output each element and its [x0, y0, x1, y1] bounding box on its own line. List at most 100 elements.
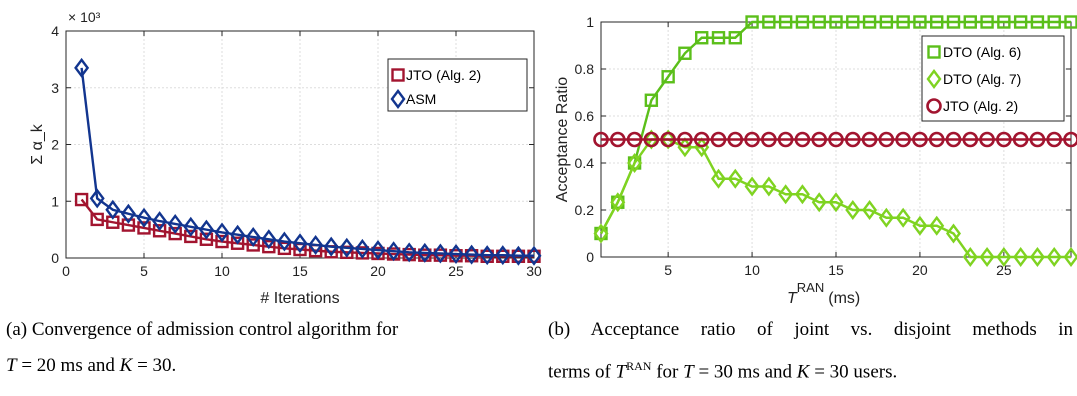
- data-point: [912, 215, 928, 236]
- legend-label: JTO (Alg. 2): [943, 98, 1018, 114]
- data-point: [89, 188, 105, 209]
- series-asm: [74, 57, 542, 266]
- data-point: [711, 31, 726, 45]
- data-point: [495, 245, 511, 266]
- y-tick-label: 0: [586, 249, 594, 265]
- data-point: [862, 15, 877, 29]
- data-point: [105, 199, 121, 220]
- data-point: [1013, 246, 1029, 268]
- data-point: [137, 221, 151, 235]
- caption-b-K: K: [796, 361, 810, 383]
- data-point: [862, 200, 878, 220]
- series-line: [80, 198, 534, 258]
- data-point: [215, 234, 229, 249]
- legend-label: ASM: [406, 91, 436, 107]
- caption-b-line1: (b) Acceptance ratio of joint vs. disjoi…: [548, 319, 1073, 340]
- data-point: [90, 212, 104, 227]
- data-point: [261, 229, 277, 250]
- x-tick-label: 5: [140, 263, 148, 279]
- data-point: [199, 232, 214, 246]
- data-point: [811, 192, 827, 213]
- caption-b-line2: terms of TRAN for T = 30 ms and K = 30 u…: [548, 348, 1073, 390]
- data-point: [745, 15, 759, 29]
- data-point: [895, 207, 911, 228]
- legend: JTO (Alg. 2) ASM: [387, 58, 528, 112]
- data-point: [795, 15, 810, 29]
- x-tick-label: 30: [526, 263, 542, 279]
- data-point: [609, 131, 626, 148]
- data-point: [828, 131, 844, 148]
- data-point: [677, 131, 693, 148]
- data-point: [744, 131, 760, 148]
- x-tick-label: 20: [370, 263, 386, 279]
- data-point: [643, 129, 659, 150]
- caption-b-mid: for: [651, 361, 684, 383]
- data-point: [74, 192, 89, 207]
- data-point: [980, 15, 994, 29]
- data-point: [510, 245, 526, 266]
- data-point: [812, 15, 826, 29]
- data-point: [778, 184, 794, 205]
- x-axis-label-unit: (ms): [828, 290, 860, 307]
- data-point: [184, 229, 198, 244]
- data-point: [1029, 247, 1045, 267]
- y-tick-label: 0: [51, 250, 59, 266]
- y-tick-label: 1: [51, 193, 59, 209]
- data-point: [794, 184, 810, 205]
- data-point: [1046, 131, 1063, 148]
- x-axis-label-sup: RAN: [797, 280, 824, 295]
- data-point: [946, 15, 961, 29]
- data-point: [386, 241, 402, 262]
- x-tick-label: 10: [744, 262, 760, 278]
- y-tick-label: 0.4: [575, 155, 595, 171]
- data-point: [230, 224, 246, 245]
- data-point: [962, 247, 978, 267]
- data-point: [761, 131, 777, 148]
- caption-b-mid2: = 30 ms and: [693, 361, 797, 383]
- caption-b-sup: RAN: [626, 359, 652, 373]
- data-point: [895, 131, 911, 148]
- data-point: [762, 15, 776, 29]
- data-point: [878, 207, 894, 228]
- x-tick-label: 15: [828, 262, 844, 278]
- series-jto-alg-2-: [593, 131, 1077, 148]
- data-point: [861, 131, 878, 148]
- legend-box: [921, 35, 1065, 122]
- legend-marker: [390, 89, 406, 109]
- data-point: [168, 226, 182, 241]
- data-point: [879, 15, 894, 29]
- legend-label: DTO (Alg. 7): [943, 71, 1021, 87]
- data-point: [996, 247, 1012, 267]
- x-tick-label: 0: [62, 263, 70, 279]
- y-tick-label: 0.8: [575, 61, 595, 77]
- data-point: [913, 15, 927, 29]
- data-point: [417, 242, 433, 263]
- caption-a-end: = 30.: [132, 355, 177, 376]
- data-point: [644, 93, 659, 107]
- data-point: [710, 131, 727, 148]
- data-point: [354, 238, 370, 259]
- chart-convergence: 0 5 10 15 20 25 30 0 1 2 3 4 × 10³ # Iterations Σ α_k J…: [29, 9, 542, 307]
- data-point: [610, 192, 626, 213]
- x-tick-label: 15: [292, 263, 308, 279]
- data-point: [627, 153, 643, 173]
- data-point: [74, 57, 90, 78]
- data-point: [930, 15, 944, 29]
- legend-marker: [926, 98, 942, 114]
- caption-b: (b) Acceptance ratio of joint vs. disjoi…: [548, 312, 1073, 390]
- data-point: [912, 131, 928, 148]
- data-point: [276, 231, 292, 252]
- data-point: [660, 129, 676, 150]
- data-point: [448, 244, 464, 265]
- data-point: [811, 131, 828, 148]
- x-tick-label: 25: [448, 263, 464, 279]
- exponent-label: × 10³: [68, 9, 101, 25]
- data-point: [1063, 131, 1077, 148]
- data-point: [626, 131, 643, 148]
- data-point: [136, 207, 152, 228]
- caption-b-pre: terms of: [548, 361, 616, 383]
- data-point: [183, 216, 199, 237]
- caption-a: (a) Convergence of admission control alg…: [6, 312, 526, 384]
- data-point: [878, 131, 895, 148]
- data-point: [152, 211, 168, 232]
